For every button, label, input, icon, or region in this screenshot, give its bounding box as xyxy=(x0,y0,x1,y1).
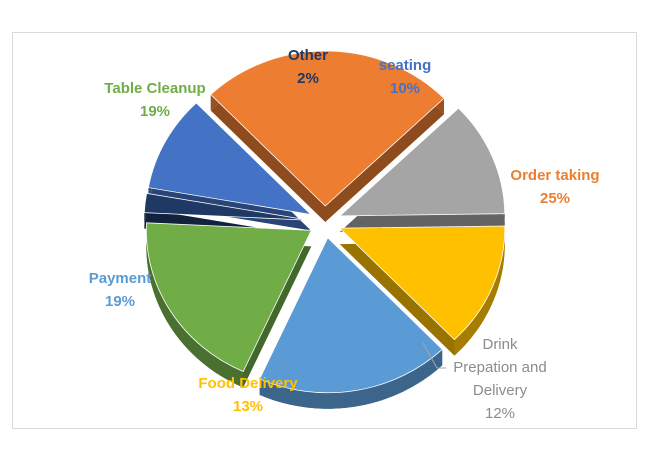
slice-label: Order taking 25% xyxy=(510,167,599,207)
slice-label: Other 2% xyxy=(288,47,328,87)
slice-label: Table Cleanup 19% xyxy=(104,80,205,120)
leader-line xyxy=(422,342,446,369)
pie-slice xyxy=(145,222,312,373)
pie-slice xyxy=(210,50,445,207)
pie-slice xyxy=(147,102,313,216)
slice-label: Drink Prepation and Delivery 12% xyxy=(453,336,546,422)
slice-label: seating 10% xyxy=(379,57,432,97)
pie-slice xyxy=(338,225,506,341)
slice-label: Payment 19% xyxy=(89,270,152,310)
pie-slice xyxy=(143,192,310,221)
pie-slice-rim xyxy=(454,226,505,356)
pie-slice-rim xyxy=(146,222,244,388)
pie-slice xyxy=(259,237,443,394)
pie-slice xyxy=(338,107,506,217)
pie-slice-rim xyxy=(259,349,443,409)
slice-label: Food Delivery 13% xyxy=(198,375,298,415)
